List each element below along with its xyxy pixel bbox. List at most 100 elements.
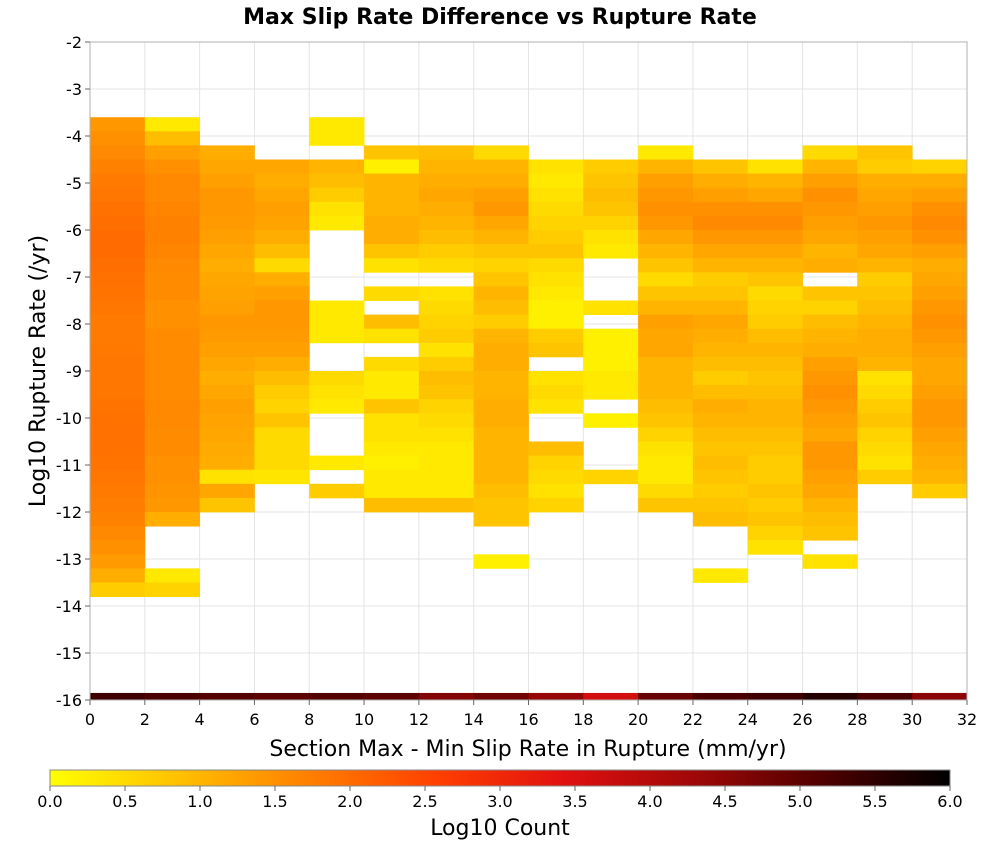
heatmap-cell — [692, 201, 749, 217]
heatmap-cell — [418, 230, 475, 245]
heatmap-cell — [528, 244, 584, 259]
heatmap-cell — [199, 497, 255, 513]
heatmap-cell — [857, 173, 913, 189]
floor-band-cell — [418, 692, 475, 700]
heatmap-cell — [638, 300, 694, 315]
chart-title: Max Slip Rate Difference vs Rupture Rate — [243, 5, 757, 30]
heatmap-cell — [199, 427, 255, 442]
heatmap-cell — [199, 469, 255, 485]
heatmap-cell — [418, 173, 475, 189]
heatmap-cell — [747, 215, 803, 231]
heatmap-cell — [528, 328, 584, 344]
heatmap-cell — [912, 314, 968, 330]
heatmap-cell — [857, 328, 913, 344]
heatmap-cell — [364, 314, 420, 330]
heatmap-cell — [802, 314, 858, 330]
heatmap-cell — [90, 568, 146, 583]
heatmap-cell — [199, 441, 255, 456]
heatmap-cell — [857, 356, 913, 372]
heatmap-cell — [692, 342, 749, 358]
heatmap-cell — [144, 371, 201, 386]
heatmap-cell — [364, 413, 420, 428]
heatmap-cell — [747, 441, 803, 456]
x-tick-label: 26 — [792, 710, 812, 729]
heatmap-cell — [802, 187, 858, 203]
heatmap-cell — [90, 230, 146, 245]
heatmap-cell — [747, 328, 803, 344]
heatmap-cell — [144, 356, 201, 372]
heatmap-cell — [473, 413, 529, 428]
heatmap-cell — [473, 244, 529, 259]
heatmap-cell — [638, 314, 694, 330]
heatmap-cell — [199, 145, 255, 160]
heatmap-cell — [90, 526, 146, 541]
heatmap-cell — [528, 201, 584, 217]
heatmap-cell — [90, 399, 146, 414]
x-tick-label: 24 — [738, 710, 758, 729]
heatmap-cell — [583, 201, 639, 217]
x-tick-label: 12 — [409, 710, 429, 729]
heatmap-cell — [418, 399, 475, 414]
y-tick-label: -15 — [56, 644, 82, 663]
heatmap-cell — [418, 244, 475, 259]
heatmap-cell — [309, 483, 365, 499]
heatmap-cell — [418, 201, 475, 217]
colorbar-tick-label: 5.0 — [787, 792, 812, 811]
heatmap-cell — [473, 173, 529, 189]
heatmap-cell — [254, 187, 310, 203]
heatmap-cell — [473, 497, 529, 513]
heatmap-cell — [638, 215, 694, 231]
heatmap-cell — [583, 187, 639, 203]
heatmap-cell — [528, 258, 584, 273]
heatmap-cell — [418, 455, 475, 471]
heatmap-cell — [583, 385, 639, 400]
heatmap-cell — [199, 399, 255, 414]
heatmap-cell — [144, 187, 201, 203]
heatmap-cell — [912, 441, 968, 456]
colorbar-tick-label: 2.0 — [337, 792, 362, 811]
y-tick-label: -10 — [56, 409, 82, 428]
heatmap-cell — [199, 371, 255, 386]
heatmap-cell — [90, 145, 146, 160]
heatmap-cell — [254, 314, 310, 330]
x-tick-label: 14 — [464, 710, 484, 729]
heatmap-cell — [364, 328, 420, 344]
heatmap-cell — [528, 441, 584, 456]
heatmap-cell — [802, 356, 858, 372]
heatmap-cell — [747, 469, 803, 485]
heatmap-cell — [473, 272, 529, 287]
heatmap-cell — [638, 469, 694, 485]
heatmap-cell — [199, 455, 255, 471]
heatmap-cell — [90, 187, 146, 203]
heatmap-cell — [473, 286, 529, 301]
heatmap-cell — [857, 215, 913, 231]
heatmap-cell — [857, 469, 913, 485]
heatmap-cell — [418, 286, 475, 301]
heatmap-cell — [802, 554, 858, 569]
y-tick-label: -6 — [66, 221, 82, 240]
heatmap-cell — [473, 258, 529, 273]
heatmap-cell — [254, 342, 310, 358]
heatmap-cell — [638, 483, 694, 499]
heatmap-cell — [254, 427, 310, 442]
floor-band-cell — [583, 692, 639, 700]
heatmap-cell — [364, 215, 420, 231]
heatmap-cell — [528, 497, 584, 513]
heatmap-cell — [90, 540, 146, 555]
heatmap-cell — [747, 300, 803, 315]
heatmap-cell — [638, 342, 694, 358]
heatmap-cell — [90, 215, 146, 231]
heatmap-cell — [90, 342, 146, 358]
heatmap-cell — [747, 385, 803, 400]
heatmap-cell — [199, 483, 255, 499]
heatmap-cell — [747, 159, 803, 174]
heatmap-cell — [90, 455, 146, 471]
heatmap-cell — [199, 230, 255, 245]
heatmap-cell — [90, 427, 146, 442]
x-tick-label: 0 — [85, 710, 95, 729]
heatmap-cell — [692, 371, 749, 386]
heatmap-cell — [692, 244, 749, 259]
x-tick-label: 18 — [573, 710, 593, 729]
floor-band-cell — [528, 692, 584, 700]
heatmap-cell — [583, 342, 639, 358]
